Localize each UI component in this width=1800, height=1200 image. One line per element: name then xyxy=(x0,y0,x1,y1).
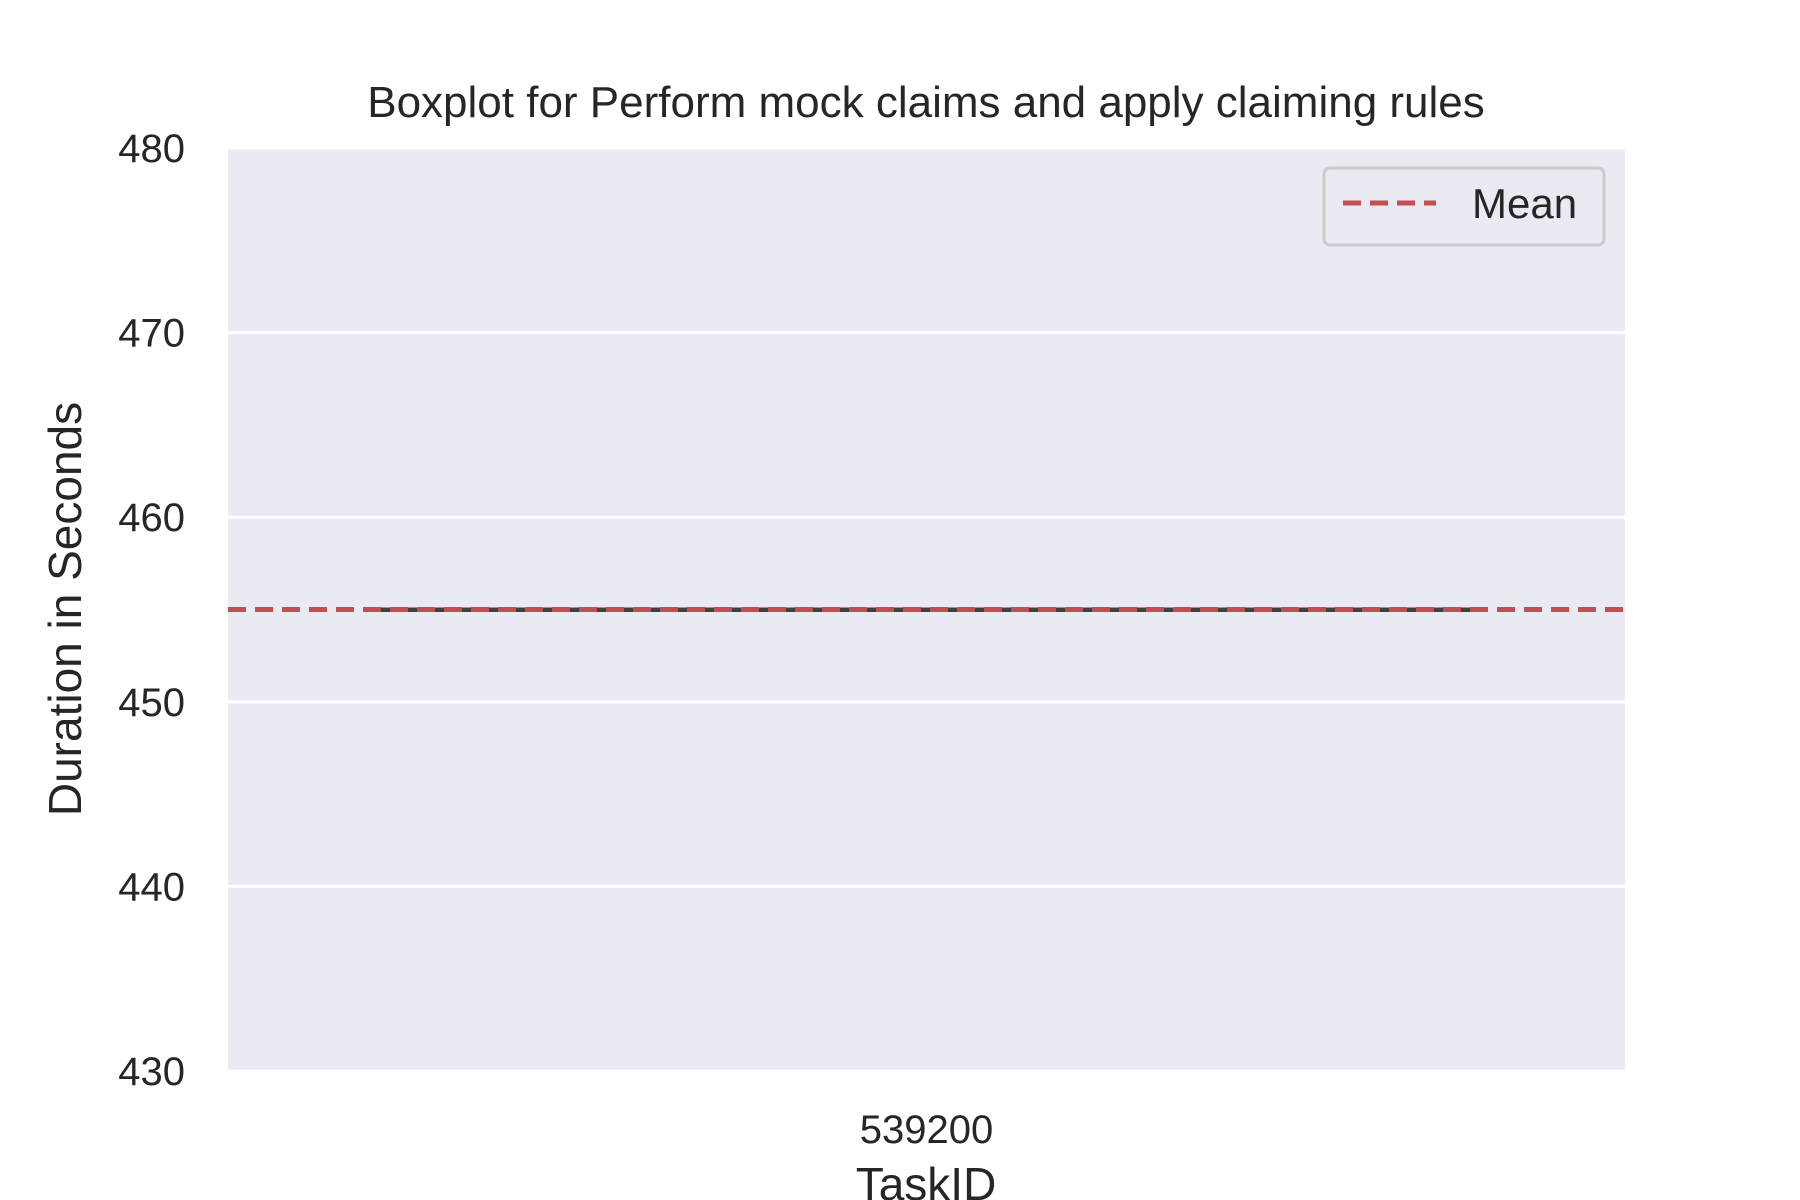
y-axis-label: Duration in Seconds xyxy=(39,402,91,816)
y-tick-label: 470 xyxy=(118,312,185,356)
y-tick-label: 430 xyxy=(118,1050,185,1094)
chart-title: Boxplot for Perform mock claims and appl… xyxy=(367,78,1485,127)
legend-mean-label: Mean xyxy=(1472,180,1577,227)
y-axis-ticks: 430 440 450 460 470 480 xyxy=(118,127,185,1094)
x-axis-label: TaskID xyxy=(856,1158,997,1200)
x-axis-ticks: 539200 xyxy=(860,1108,993,1152)
legend: Mean xyxy=(1322,166,1606,247)
grid-lines xyxy=(228,146,1625,1073)
y-tick-label: 450 xyxy=(118,681,185,725)
y-tick-label: 480 xyxy=(118,127,185,171)
legend-box xyxy=(1322,166,1606,247)
y-tick-label: 460 xyxy=(118,496,185,540)
y-tick-label: 440 xyxy=(118,865,185,909)
x-tick-label: 539200 xyxy=(860,1108,993,1152)
